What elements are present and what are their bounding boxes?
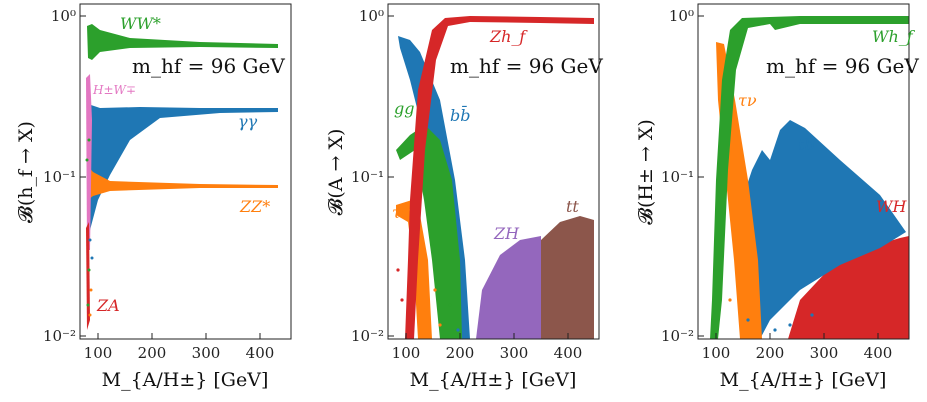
- panel-a-ytick-2: 10⁻¹: [351, 168, 384, 186]
- panel-hf-ylabel: 𝓑(h_f → X): [15, 121, 37, 223]
- panel-hf-frame: [79, 3, 292, 340]
- panel-a-annotation: m_hf = 96 GeV: [450, 54, 603, 78]
- panel-hf: 10⁰ 10⁻¹ 10⁻² 100 200 300 400 M_{A/H±} […: [15, 3, 292, 391]
- panel-a-scatter: [396, 268, 460, 332]
- panel-hf-ytick-1: 10⁰: [51, 7, 76, 25]
- series-ww-band: [87, 24, 278, 60]
- series-zh-band: [476, 236, 541, 339]
- label-zz: ZZ*: [239, 197, 270, 216]
- panel-hpm-ytick-3: 10⁻²: [661, 327, 694, 345]
- series-tb-band: [740, 120, 906, 339]
- series-gg-band: [396, 125, 462, 339]
- label-zh: ZH: [493, 224, 520, 243]
- label-hw: H±W∓: [92, 83, 136, 97]
- label-ww: WW*: [120, 14, 161, 33]
- panel-a-ylabel: 𝓑(A → X): [325, 129, 347, 216]
- panel-hf-data: [85, 24, 278, 330]
- panel-hpm-ytick-1: 10⁰: [669, 7, 694, 25]
- label-tautau: ττ: [392, 203, 411, 222]
- series-wh-band: [788, 236, 909, 339]
- label-gammagamma: γγ: [238, 112, 258, 131]
- panel-a-ticks: [388, 15, 569, 339]
- panel-hf-ytick-2: 10⁻¹: [43, 168, 76, 186]
- panel-hpm-data: [710, 16, 909, 339]
- panel-hpm-xlabel: M_{A/H±} [GeV]: [720, 369, 887, 391]
- label-gg: gg: [394, 99, 414, 118]
- label-whf: Wh_f: [872, 27, 916, 46]
- panel-hpm-annotation: m_hf = 96 GeV: [766, 54, 919, 78]
- label-zhf: Zh_f: [489, 27, 528, 46]
- panel-a-data: [396, 16, 594, 339]
- panel-hf-xtick-300: 300: [192, 344, 221, 362]
- panel-hf-annotation: m_hf = 96 GeV: [132, 54, 285, 78]
- series-za-band: [86, 222, 90, 330]
- panel-hf-ticks: [80, 15, 261, 339]
- label-bb: bb̄: [450, 104, 470, 125]
- series-gammagamma-band: [88, 104, 278, 230]
- panel-hpm-xtick-100: 100: [702, 344, 731, 362]
- panel-hf-xtick-200: 200: [138, 344, 167, 362]
- panel-hpm-xtick-400: 400: [864, 344, 893, 362]
- label-za: ZA: [96, 296, 120, 315]
- panel-hpm-frame: [697, 3, 910, 340]
- panel-hf-ytick-3: 10⁻²: [43, 327, 76, 345]
- panel-a-xtick-400: 400: [554, 344, 583, 362]
- series-zz-band: [88, 166, 278, 200]
- panel-hpm-xtick-200: 200: [756, 344, 785, 362]
- panel-hf-xtick-100: 100: [84, 344, 113, 362]
- panel-hpm-ytick-2: 10⁻¹: [661, 168, 694, 186]
- label-taunu: τν: [738, 91, 757, 110]
- series-whf-band: [710, 16, 909, 339]
- label-tb: tb: [798, 135, 815, 154]
- series-hw-band: [86, 74, 92, 250]
- label-tt: tt: [566, 197, 579, 216]
- panel-hpm-ticks: [698, 15, 879, 339]
- panel-hpm: 10⁰ 10⁻¹ 10⁻² 100 200 300 400 M_{A/H±} […: [635, 3, 919, 391]
- panel-hf-scatter: [85, 138, 94, 317]
- label-wh: WH: [876, 197, 907, 216]
- panel-hpm-scatter: [713, 288, 814, 332]
- panel-hpm-ylabel: 𝓑(H± → X): [635, 119, 657, 225]
- panel-a-xtick-200: 200: [446, 344, 475, 362]
- panel-a-xtick-300: 300: [500, 344, 529, 362]
- panel-a: 10⁰ 10⁻¹ 10⁻² 100 200 300 400 M_{A/H±} […: [325, 3, 603, 391]
- panel-a-xtick-100: 100: [392, 344, 421, 362]
- panel-hf-xlabel: M_{A/H±} [GeV]: [102, 369, 269, 391]
- panel-a-ytick-1: 10⁰: [359, 7, 384, 25]
- panel-a-xlabel: M_{A/H±} [GeV]: [410, 369, 577, 391]
- panel-a-ytick-3: 10⁻²: [351, 327, 384, 345]
- panel-a-frame: [387, 3, 600, 340]
- panel-hpm-xtick-300: 300: [810, 344, 839, 362]
- series-tt-band: [541, 216, 594, 339]
- panel-hf-xtick-400: 400: [246, 344, 275, 362]
